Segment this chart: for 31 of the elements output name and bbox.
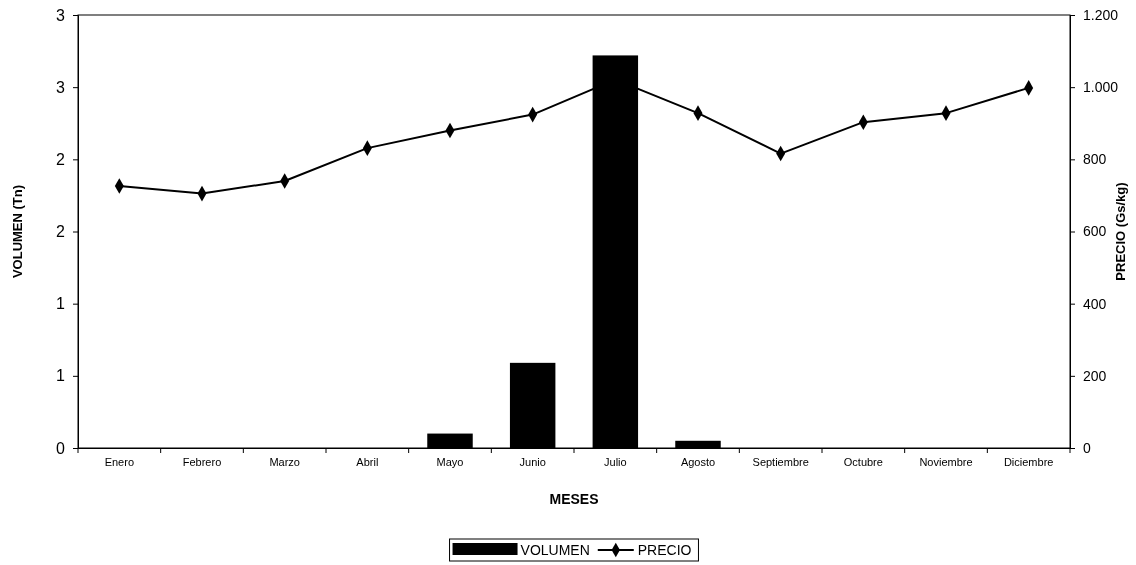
x-tick-label: Junio [519, 455, 546, 468]
x-tick-label: Marzo [269, 455, 300, 468]
y2-axis-title: PRECIO (Gs/kg) [1113, 182, 1128, 281]
x-tick-label: Enero [104, 455, 135, 468]
y-tick-label: 0 [56, 439, 66, 457]
x-tick-label: Diciembre [1003, 455, 1054, 468]
x-tick-label: Noviembre [919, 455, 973, 468]
x-tick-label: Febrero [182, 455, 222, 468]
y2-tick-label: 600 [1083, 223, 1107, 240]
x-tick-label: Octubre [843, 455, 883, 468]
y2-tick-label: 0 [1083, 439, 1091, 456]
x-tick-label: Agosto [680, 455, 716, 468]
y2-tick-label: 400 [1083, 295, 1107, 312]
x-tick-label: Abril [356, 455, 379, 468]
x-tick-label: Julio [604, 455, 627, 468]
y2-tick-label: 1.200 [1083, 6, 1119, 23]
x-tick-label: Septiembre [752, 455, 809, 468]
x-axis-title: MESES [549, 491, 599, 507]
y-axis-title: VOLUMEN (Tn) [10, 184, 25, 279]
legend-label: VOLUMEN [520, 542, 590, 558]
y-tick-label: 1 [56, 367, 66, 385]
y-tick-label: 3 [56, 78, 66, 96]
y-tick-label: 2 [56, 223, 66, 241]
y2-tick-label: 1.000 [1083, 79, 1119, 96]
legend-label: PRECIO [637, 542, 692, 558]
y-tick-label: 3 [56, 6, 66, 24]
y-tick-label: 1 [56, 295, 66, 313]
y2-tick-label: 800 [1083, 151, 1107, 168]
x-tick-label: Mayo [436, 455, 464, 468]
y-tick-label: 2 [56, 150, 66, 168]
y2-tick-label: 200 [1083, 367, 1107, 384]
